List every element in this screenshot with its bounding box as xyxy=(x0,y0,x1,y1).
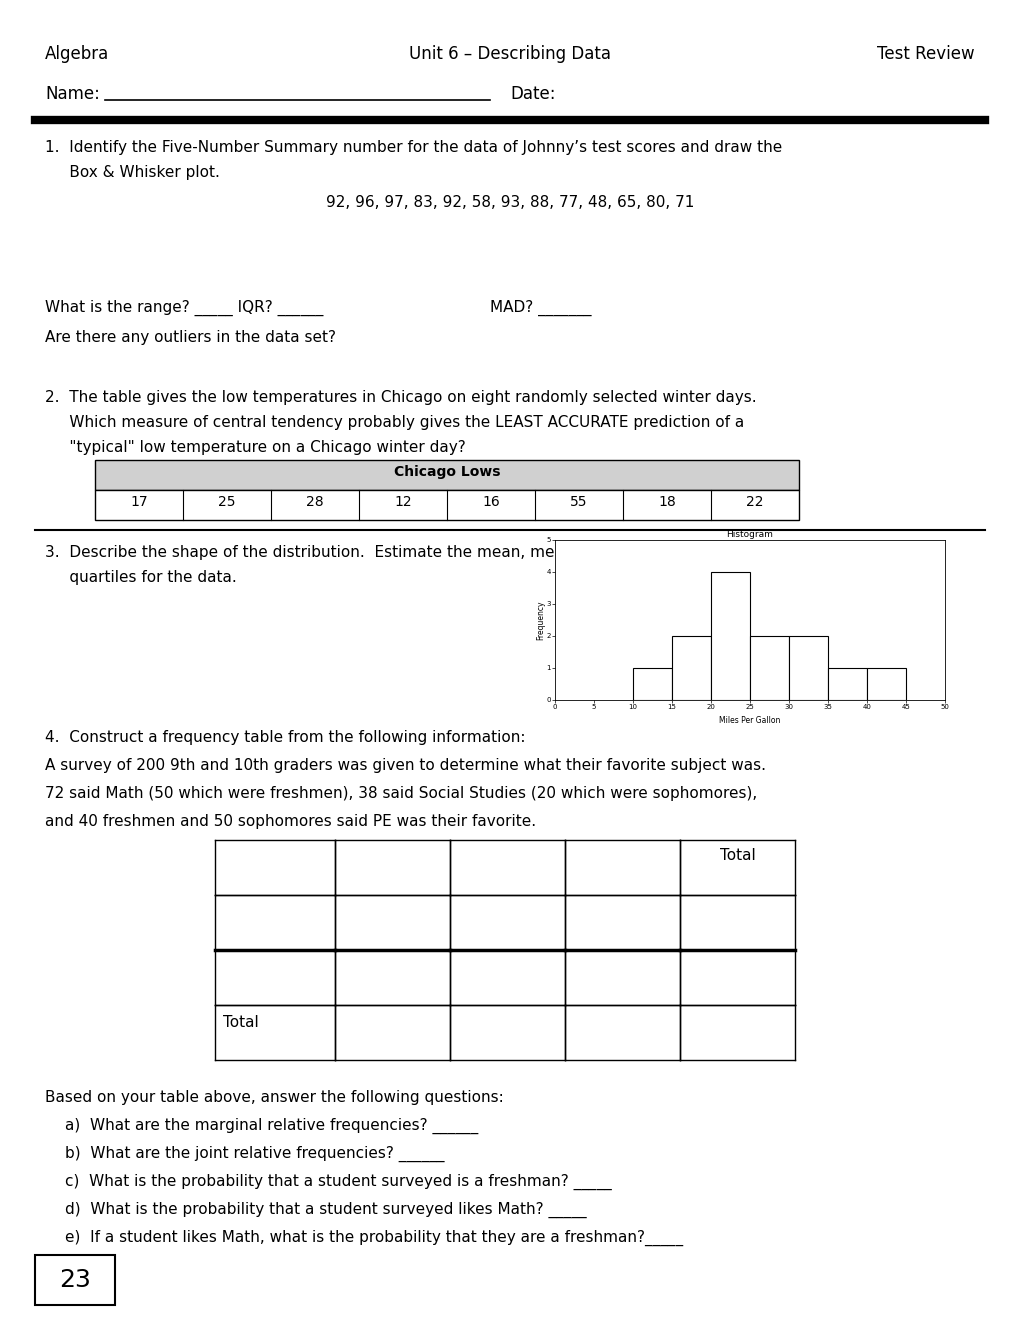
Text: 72 said Math (50 which were freshmen), 38 said Social Studies (20 which were sop: 72 said Math (50 which were freshmen), 3… xyxy=(45,785,756,801)
Text: 28: 28 xyxy=(306,495,323,510)
Text: quartiles for the data.: quartiles for the data. xyxy=(45,570,236,585)
Bar xyxy=(680,840,794,895)
Bar xyxy=(866,668,905,700)
Bar xyxy=(565,1005,680,1060)
X-axis label: Miles Per Gallon: Miles Per Gallon xyxy=(718,715,780,725)
Text: Chicago Lows: Chicago Lows xyxy=(393,465,499,479)
Text: Unit 6 – Describing Data: Unit 6 – Describing Data xyxy=(409,45,610,63)
Text: e)  If a student likes Math, what is the probability that they are a freshman?__: e) If a student likes Math, what is the … xyxy=(65,1230,683,1246)
Text: Algebra: Algebra xyxy=(45,45,109,63)
Text: Total: Total xyxy=(223,1015,259,1030)
Bar xyxy=(680,950,794,1005)
Text: 2.  The table gives the low temperatures in Chicago on eight randomly selected w: 2. The table gives the low temperatures … xyxy=(45,389,756,405)
Text: b)  What are the joint relative frequencies? ______: b) What are the joint relative frequenci… xyxy=(65,1146,444,1162)
Text: d)  What is the probability that a student surveyed likes Math? _____: d) What is the probability that a studen… xyxy=(65,1203,586,1218)
Text: 23: 23 xyxy=(59,1269,91,1292)
Text: Name:: Name: xyxy=(45,84,100,103)
Bar xyxy=(449,840,565,895)
Text: 25: 25 xyxy=(218,495,235,510)
Y-axis label: Frequency: Frequency xyxy=(535,601,544,640)
Bar xyxy=(449,895,565,950)
Bar xyxy=(789,636,827,700)
Text: Based on your table above, answer the following questions:: Based on your table above, answer the fo… xyxy=(45,1090,503,1105)
Bar xyxy=(215,950,334,1005)
Bar xyxy=(334,950,449,1005)
Bar xyxy=(215,1005,334,1060)
Bar xyxy=(35,1255,115,1305)
Text: 22: 22 xyxy=(746,495,763,510)
Bar xyxy=(710,572,749,700)
Bar xyxy=(565,895,680,950)
Text: 55: 55 xyxy=(570,495,587,510)
Text: 16: 16 xyxy=(482,495,499,510)
Bar xyxy=(215,895,334,950)
Text: Box & Whisker plot.: Box & Whisker plot. xyxy=(45,165,220,180)
Text: 92, 96, 97, 83, 92, 58, 93, 88, 77, 48, 65, 80, 71: 92, 96, 97, 83, 92, 58, 93, 88, 77, 48, … xyxy=(325,195,694,210)
Text: "typical" low temperature on a Chicago winter day?: "typical" low temperature on a Chicago w… xyxy=(45,440,466,455)
Text: What is the range? _____ IQR? ______: What is the range? _____ IQR? ______ xyxy=(45,300,323,317)
Bar xyxy=(449,950,565,1005)
Text: Date:: Date: xyxy=(510,84,555,103)
Text: and 40 freshmen and 50 sophomores said PE was their favorite.: and 40 freshmen and 50 sophomores said P… xyxy=(45,814,536,829)
Text: 1.  Identify the Five-Number Summary number for the data of Johnny’s test scores: 1. Identify the Five-Number Summary numb… xyxy=(45,140,782,154)
Bar xyxy=(334,840,449,895)
Text: 12: 12 xyxy=(393,495,412,510)
Bar xyxy=(680,895,794,950)
Text: 17: 17 xyxy=(130,495,148,510)
Text: Test Review: Test Review xyxy=(876,45,974,63)
Text: c)  What is the probability that a student surveyed is a freshman? _____: c) What is the probability that a studen… xyxy=(65,1173,611,1191)
Bar xyxy=(565,950,680,1005)
Text: 3.  Describe the shape of the distribution.  Estimate the mean, median and upper: 3. Describe the shape of the distributio… xyxy=(45,545,751,560)
Bar xyxy=(827,668,866,700)
Text: Which measure of central tendency probably gives the LEAST ACCURATE prediction o: Which measure of central tendency probab… xyxy=(45,414,744,430)
Text: 4.  Construct a frequency table from the following information:: 4. Construct a frequency table from the … xyxy=(45,730,525,744)
Text: 18: 18 xyxy=(657,495,676,510)
Text: Total: Total xyxy=(719,847,755,863)
Title: Histogram: Histogram xyxy=(726,531,772,540)
Text: Are there any outliers in the data set?: Are there any outliers in the data set? xyxy=(45,330,335,345)
Text: MAD? _______: MAD? _______ xyxy=(489,300,591,317)
Bar xyxy=(680,1005,794,1060)
Text: a)  What are the marginal relative frequencies? ______: a) What are the marginal relative freque… xyxy=(65,1118,478,1134)
Bar xyxy=(334,895,449,950)
Text: A survey of 200 9th and 10th graders was given to determine what their favorite : A survey of 200 9th and 10th graders was… xyxy=(45,758,765,774)
Bar xyxy=(749,636,789,700)
Bar xyxy=(215,840,334,895)
Bar xyxy=(565,840,680,895)
Bar xyxy=(95,459,798,490)
Bar xyxy=(95,490,798,520)
Bar xyxy=(633,668,672,700)
Bar xyxy=(672,636,710,700)
Bar xyxy=(334,1005,449,1060)
Bar xyxy=(449,1005,565,1060)
